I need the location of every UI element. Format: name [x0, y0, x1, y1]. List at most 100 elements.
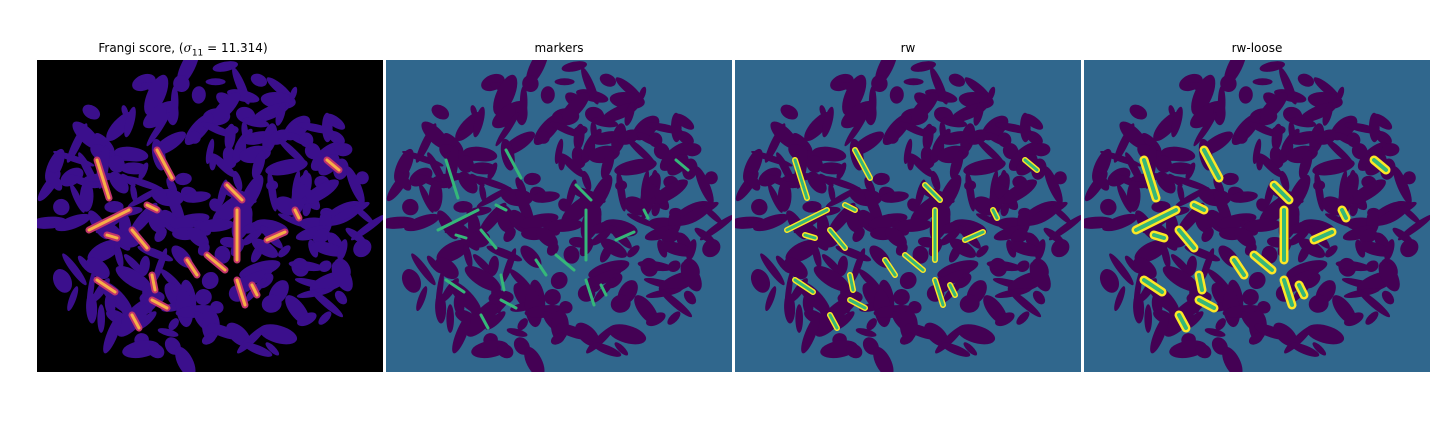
tissue-blob — [852, 227, 865, 242]
vessel-segment — [584, 278, 596, 307]
tissue-blob — [683, 290, 697, 305]
tissue-blob — [1344, 312, 1364, 327]
vessel-segment — [848, 298, 867, 310]
vessel-segment — [991, 208, 999, 220]
vessel-segment — [853, 148, 872, 180]
tissue-blob — [1213, 100, 1226, 126]
tissue-blob — [1402, 171, 1416, 185]
tissue-blob — [236, 269, 273, 288]
tissue-blob — [822, 176, 863, 192]
vessel-segment — [504, 148, 523, 180]
tissue-blob — [1393, 166, 1412, 205]
tissue-blob — [503, 227, 516, 242]
tissue-blob — [473, 176, 514, 192]
tissue-blob — [812, 243, 822, 269]
tissue-blob — [226, 322, 251, 347]
vessel-segment — [793, 278, 815, 294]
vessel-segment — [155, 148, 174, 180]
tissue-blob — [1141, 132, 1162, 154]
tissue-blob — [506, 328, 528, 337]
tissue-blob — [446, 304, 454, 333]
tissue-blob — [1099, 269, 1120, 293]
tissue-blob — [949, 238, 977, 258]
tissue-blob — [813, 265, 850, 292]
tissue-blob — [602, 219, 638, 237]
tissue-blob — [531, 191, 560, 203]
tissue-blob — [549, 121, 583, 138]
tissue-blob — [855, 328, 877, 337]
vessel-segment — [1372, 158, 1388, 172]
tissue-blob — [168, 318, 179, 331]
tissue-blob — [768, 183, 783, 213]
vessel-segment — [1340, 208, 1348, 220]
tissue-blob — [355, 171, 369, 185]
tissue-blob — [265, 158, 308, 176]
tissue-blob — [1213, 189, 1232, 226]
tissue-blob — [353, 239, 372, 258]
tissue-blob — [1279, 170, 1290, 191]
tissue-blob — [1126, 180, 1141, 212]
vessel-segment — [1312, 230, 1334, 242]
tissue-blob — [419, 183, 434, 213]
tissue-blob — [210, 153, 236, 178]
tissue-blob — [1325, 245, 1338, 258]
vessel-segment — [1282, 278, 1294, 307]
tissue-blob — [302, 179, 339, 205]
vessel-segment — [235, 278, 247, 307]
tissue-blob — [880, 191, 909, 203]
tissue-blob — [1372, 113, 1393, 130]
tissue-blob — [1117, 183, 1132, 213]
tissue-blob — [661, 228, 679, 244]
tissue-blob — [987, 86, 996, 101]
tissue-blob — [948, 73, 966, 87]
tissue-blob — [792, 132, 813, 154]
tissue-blob — [1220, 75, 1237, 93]
tissue-blob — [702, 239, 721, 258]
tissue-blob — [1238, 86, 1253, 104]
tissue-blob — [1257, 153, 1283, 178]
vessel-segment — [1142, 278, 1164, 294]
tissue-blob — [404, 213, 440, 232]
tissue-blob — [770, 121, 799, 150]
tissue-blob — [1008, 142, 1040, 171]
tissue-blob — [623, 196, 648, 216]
tissue-blob — [522, 75, 539, 93]
tissue-blob — [1000, 202, 1009, 217]
tissue-blob — [545, 218, 583, 232]
vessel-segment — [785, 208, 829, 232]
tissue-blob — [1144, 304, 1152, 333]
tissue-blob — [495, 112, 520, 147]
tissue-blob — [554, 78, 575, 86]
tissue-blob — [1288, 229, 1310, 246]
tissue-blob — [1032, 143, 1051, 157]
tissue-blob — [288, 260, 324, 272]
tissue-blob — [146, 112, 171, 147]
tissue-blob — [1010, 228, 1028, 244]
tissue-blob — [311, 241, 345, 257]
panel-title-markers: markers — [534, 41, 584, 55]
tissue-blob — [844, 112, 869, 147]
tissue-blob — [559, 153, 585, 178]
tissue-blob — [590, 229, 612, 246]
tissue-blob — [802, 200, 822, 213]
tissue-blob — [1204, 328, 1226, 337]
tissue-blob — [745, 171, 761, 191]
panel-title-frangi: Frangi score, (σ11 = 11.314) — [98, 41, 268, 59]
tissue-blob — [1381, 143, 1400, 157]
tissue-blob — [812, 146, 847, 162]
tissue-blob — [103, 314, 122, 354]
tissue-blob — [352, 205, 375, 225]
tissue-blob — [899, 271, 917, 290]
tissue-blob — [473, 106, 485, 138]
tissue-blob — [224, 123, 236, 151]
tissue-blob — [251, 150, 266, 179]
panel-title-rw: rw — [900, 41, 916, 55]
tissue-blob — [464, 265, 501, 292]
tissue-blob — [1381, 290, 1395, 305]
tissue-blob — [205, 138, 215, 165]
tissue-blob — [154, 227, 167, 242]
tissue-blob — [561, 61, 587, 72]
tissue-blob — [210, 301, 224, 314]
tissue-blob — [1400, 239, 1419, 258]
tissue-blob — [934, 269, 971, 288]
